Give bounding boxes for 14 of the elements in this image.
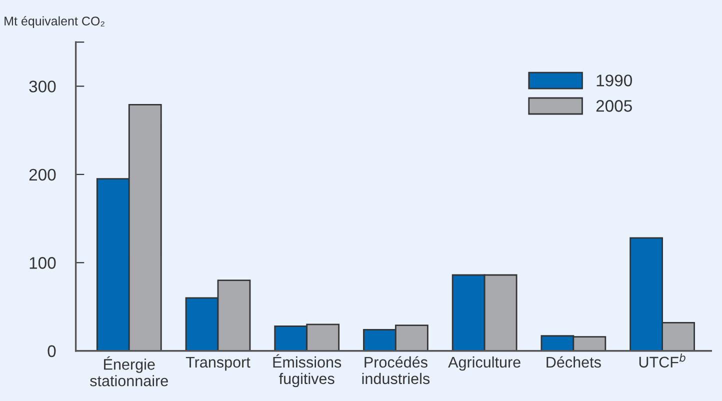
x-tick-label: Procédés industriels: [362, 356, 430, 384]
y-tick-label: 100: [30, 257, 56, 269]
y-tick-label: 200: [29, 168, 56, 181]
x-tick-label: Agriculture: [448, 356, 520, 371]
x-tick-label: Énergie stationnaire: [90, 356, 168, 386]
x-tick-label: UTCF$^{b}$: [639, 353, 686, 368]
legend-label: 1990: [596, 74, 632, 86]
x-tick-label: Déchets: [546, 356, 601, 368]
y-tick-label: 0: [48, 345, 56, 358]
y-tick-label: 300: [29, 80, 56, 92]
x-tick-label: Transport: [186, 356, 250, 371]
x-tick-label: Émissions fugitives: [273, 354, 342, 388]
legend-label: 2005: [596, 100, 632, 112]
y-axis-title: Mt équivalent CO₂: [4, 16, 104, 28]
